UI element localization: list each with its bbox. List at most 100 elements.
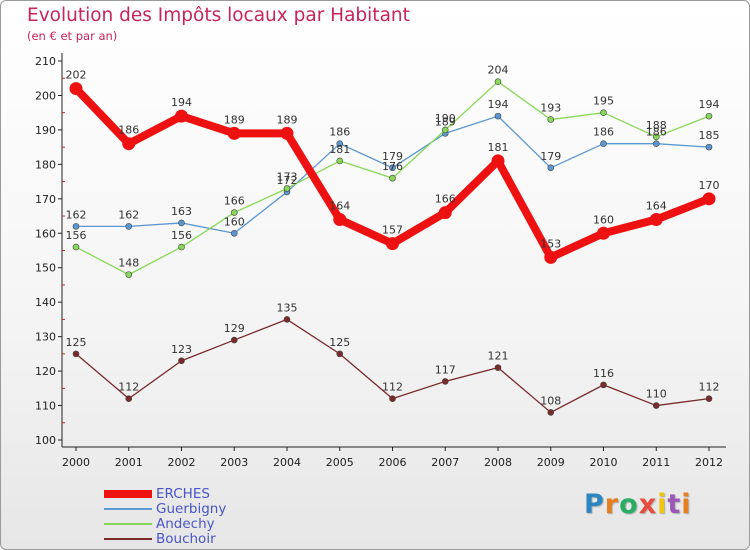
data-point-andechy [547, 116, 555, 123]
legend-item-bouchoir: Bouchoir [104, 531, 216, 547]
y-tick-label: 150 [35, 262, 56, 275]
data-point-erches [280, 126, 294, 140]
data-label-andechy: 195 [593, 95, 614, 108]
data-point-bouchoir [125, 395, 133, 402]
y-tick-label: 190 [35, 124, 56, 137]
y-tick-label: 140 [35, 296, 56, 309]
data-label-bouchoir: 112 [118, 381, 139, 394]
data-label-guerbigny: 189 [435, 115, 456, 128]
y-tick-label: 170 [35, 193, 56, 206]
logo-letter: x [638, 489, 658, 520]
data-label-guerbigny: 179 [382, 150, 403, 163]
data-label-erches: 153 [540, 237, 561, 250]
data-point-guerbigny [230, 229, 238, 237]
data-point-erches [702, 192, 716, 206]
data-label-bouchoir: 123 [171, 343, 192, 356]
data-label-erches: 186 [118, 124, 139, 137]
x-tick-label: 2009 [537, 456, 565, 469]
x-tick-label: 2000 [62, 456, 90, 469]
data-label-bouchoir: 121 [488, 350, 509, 363]
data-label-guerbigny: 185 [699, 129, 720, 142]
x-tick-label: 2007 [431, 456, 459, 469]
data-label-andechy: 204 [488, 64, 509, 77]
x-tick-label: 2003 [220, 456, 248, 469]
data-point-guerbigny [494, 112, 502, 120]
data-label-erches: 164 [646, 199, 667, 212]
chart-subtitle: (en € et par an) [27, 29, 118, 43]
data-label-andechy: 166 [224, 195, 245, 208]
proxiti-logo: Proxiti [584, 489, 692, 520]
data-label-bouchoir: 112 [382, 381, 403, 394]
data-label-erches: 164 [329, 199, 350, 212]
data-label-erches: 189 [224, 113, 245, 126]
data-point-bouchoir [178, 357, 185, 365]
legend-item-andechy: Andechy [104, 516, 215, 532]
data-point-bouchoir [600, 381, 607, 389]
data-label-guerbigny: 162 [118, 208, 139, 221]
data-point-andechy [336, 157, 344, 165]
data-label-bouchoir: 112 [699, 381, 720, 394]
data-point-guerbigny [336, 140, 344, 147]
data-point-erches [227, 126, 241, 140]
data-point-guerbigny [652, 140, 660, 147]
legend-label-bouchoir: Bouchoir [156, 531, 216, 547]
data-label-erches: 170 [699, 179, 720, 192]
data-label-bouchoir: 117 [435, 363, 456, 376]
data-label-guerbigny: 172 [277, 174, 298, 187]
data-label-guerbigny: 194 [488, 98, 509, 111]
data-label-erches: 160 [593, 213, 614, 226]
y-tick-label: 100 [35, 434, 56, 447]
data-point-erches [69, 82, 83, 96]
data-point-erches [122, 137, 136, 151]
y-tick-label: 160 [35, 227, 56, 240]
data-label-andechy: 194 [699, 98, 720, 111]
data-point-bouchoir [652, 402, 660, 409]
data-point-guerbigny [72, 223, 80, 230]
y-tick-label: 180 [35, 158, 56, 171]
data-point-andechy [441, 126, 449, 134]
data-point-bouchoir [441, 378, 449, 385]
y-tick-label: 130 [35, 331, 56, 344]
x-tick-label: 2008 [484, 456, 512, 469]
y-tick-label: 110 [35, 400, 56, 413]
data-point-bouchoir [336, 350, 344, 358]
y-tick-label: 210 [35, 55, 56, 68]
data-point-erches [386, 237, 399, 251]
data-point-guerbigny [125, 223, 133, 230]
data-point-guerbigny [705, 143, 713, 151]
x-tick-label: 2012 [695, 456, 723, 469]
data-label-andechy: 156 [66, 229, 87, 242]
data-point-bouchoir [72, 350, 80, 358]
data-label-erches: 181 [488, 141, 509, 154]
data-point-andechy [705, 112, 713, 120]
logo-letter: P [584, 489, 605, 520]
data-label-andechy: 193 [540, 102, 561, 115]
data-point-andechy [600, 109, 607, 116]
data-point-andechy [494, 78, 502, 85]
data-label-erches: 194 [171, 96, 192, 109]
data-point-erches [544, 250, 558, 264]
data-point-erches [597, 226, 610, 240]
x-tick-label: 2006 [379, 456, 407, 469]
data-label-guerbigny: 163 [171, 205, 192, 218]
data-label-bouchoir: 129 [224, 322, 245, 335]
data-label-andechy: 176 [382, 160, 403, 173]
legend-label-guerbigny: Guerbigny [156, 501, 227, 517]
data-label-guerbigny: 186 [593, 126, 614, 139]
data-point-andechy [230, 209, 238, 216]
data-point-guerbigny [178, 219, 185, 227]
data-point-bouchoir [705, 395, 713, 402]
data-point-andechy [72, 243, 80, 251]
data-label-guerbigny: 160 [224, 215, 245, 228]
data-label-guerbigny: 186 [646, 126, 667, 139]
data-label-erches: 189 [277, 113, 298, 126]
data-label-bouchoir: 125 [66, 336, 87, 349]
data-label-erches: 202 [66, 69, 87, 82]
y-tick-label: 120 [35, 365, 56, 378]
data-point-guerbigny [547, 164, 555, 172]
x-tick-label: 2001 [115, 456, 143, 469]
legend-label-erches: ERCHES [156, 486, 210, 502]
data-label-bouchoir: 135 [277, 301, 298, 314]
data-point-bouchoir [283, 316, 291, 323]
